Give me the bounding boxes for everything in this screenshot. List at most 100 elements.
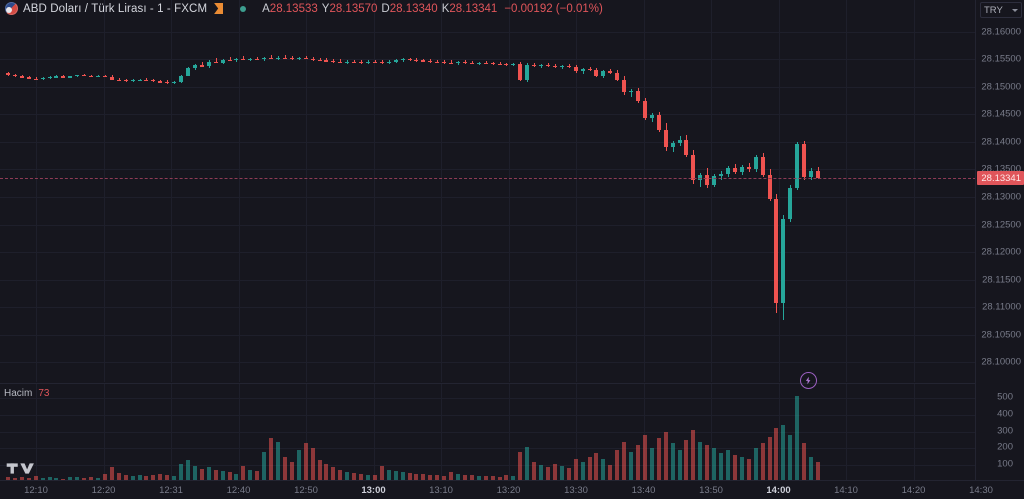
volume-bar	[650, 448, 654, 482]
volume-bar	[498, 476, 502, 482]
current-price-line	[0, 178, 976, 180]
candle-body	[740, 167, 744, 172]
candle-wick	[292, 56, 293, 60]
candle-wick	[333, 58, 334, 63]
volume-bar	[248, 470, 252, 482]
candle-wick	[486, 60, 487, 65]
candle-body	[248, 58, 252, 60]
candle-body	[643, 101, 647, 118]
volume-bar	[532, 461, 536, 482]
grid-line-horizontal	[0, 362, 976, 364]
price-scale[interactable]: TRY 28.16000 28.15500 28.15000 28.14500 28.1…	[975, 0, 1024, 499]
candle-wick	[631, 89, 632, 97]
volume-bar	[331, 466, 335, 482]
chevron-down-icon	[1012, 8, 1018, 12]
volume-bar	[75, 477, 79, 482]
volume-bar	[781, 424, 785, 482]
volume-bar	[131, 475, 135, 482]
grid-line-vertical	[103, 384, 105, 482]
price-tick-label: 28.10000	[981, 356, 1021, 368]
volume-bar	[428, 474, 432, 482]
volume-bar	[359, 473, 363, 482]
candle-body	[241, 59, 245, 61]
time-scale[interactable]: 12:10 12:20 12:31 12:40 12:50 13:00 13:10 13:20…	[0, 480, 1024, 499]
price-tick-label: 28.14500	[981, 108, 1021, 120]
candle-body	[269, 58, 273, 60]
grid-line-vertical	[373, 384, 375, 482]
candle-wick	[500, 62, 501, 66]
candle-body	[761, 157, 765, 175]
volume-indicator-legend[interactable]: Hacim 73	[4, 388, 49, 399]
volume-bar	[678, 450, 682, 482]
volume-bar	[207, 467, 211, 482]
volume-bar	[705, 445, 709, 482]
grid-line-vertical	[306, 384, 307, 482]
volume-bar	[366, 474, 370, 482]
grid-line-vertical	[36, 0, 37, 382]
volume-bar	[158, 474, 162, 482]
candle-body	[781, 219, 785, 303]
volume-bar	[283, 456, 287, 482]
candle-body	[518, 63, 522, 80]
candle-body	[124, 80, 128, 82]
candle-body	[470, 62, 474, 64]
volume-bar	[110, 466, 114, 482]
volume-bar	[581, 461, 585, 482]
grid-line-vertical	[711, 0, 712, 382]
grid-line-vertical	[238, 384, 240, 482]
candle-body	[318, 59, 322, 62]
grid-line-horizontal	[0, 431, 976, 433]
candle-body	[456, 62, 460, 64]
volume-bar	[816, 461, 820, 482]
time-tick-label: 13:00	[361, 485, 386, 496]
candle-body	[484, 62, 488, 64]
volume-bar	[684, 440, 688, 482]
candle-body	[442, 62, 446, 64]
volume-bar	[719, 453, 723, 482]
candle-body	[408, 59, 412, 61]
candle-body	[68, 76, 72, 78]
candle-body	[691, 155, 695, 181]
volume-bar	[41, 477, 45, 482]
candle-body	[657, 115, 661, 130]
volume-bar	[6, 476, 10, 482]
price-chart-pane[interactable]	[0, 0, 976, 382]
tradingview-logo[interactable]	[6, 460, 38, 477]
price-tick-label: 28.11500	[982, 274, 1021, 286]
candle-wick	[202, 62, 203, 67]
candle-body	[477, 62, 481, 64]
volume-bar	[511, 475, 515, 482]
candle-body	[186, 68, 190, 76]
candle-body	[733, 168, 737, 172]
candle-body	[809, 170, 813, 178]
volume-bar	[525, 446, 529, 482]
grid-line-horizontal	[0, 414, 976, 416]
volume-bar	[276, 441, 280, 482]
volume-bar	[13, 477, 17, 482]
candle-body	[200, 65, 204, 67]
lightning-bolt-icon[interactable]	[800, 372, 817, 389]
volume-tick-label: 500	[997, 391, 1013, 403]
grid-line-vertical	[441, 0, 442, 382]
volume-bar	[82, 477, 86, 482]
candle-body	[207, 61, 211, 67]
volume-bar	[574, 458, 578, 482]
grid-line-horizontal	[0, 224, 976, 226]
candle-body	[650, 115, 654, 118]
price-tick-label: 28.10500	[981, 329, 1021, 341]
candle-wick	[382, 59, 383, 64]
grid-line-horizontal	[0, 307, 976, 309]
volume-tick-label: 300	[997, 425, 1013, 437]
candle-body	[324, 60, 328, 62]
volume-bar	[553, 463, 557, 482]
volume-chart-pane[interactable]: Hacim 73	[0, 383, 976, 482]
candle-body	[511, 63, 515, 65]
candle-wick	[36, 76, 37, 80]
grid-line-vertical	[171, 384, 172, 482]
price-tick-label: 28.13000	[981, 191, 1021, 203]
currency-selector[interactable]: TRY	[980, 2, 1022, 18]
volume-bar	[594, 453, 598, 482]
candle-body	[802, 144, 806, 178]
candle-body	[463, 62, 467, 64]
volume-bar	[338, 470, 342, 482]
